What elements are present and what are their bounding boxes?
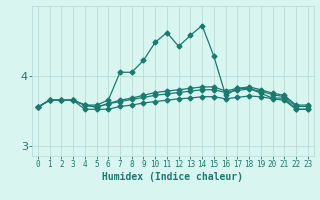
- X-axis label: Humidex (Indice chaleur): Humidex (Indice chaleur): [102, 172, 243, 182]
